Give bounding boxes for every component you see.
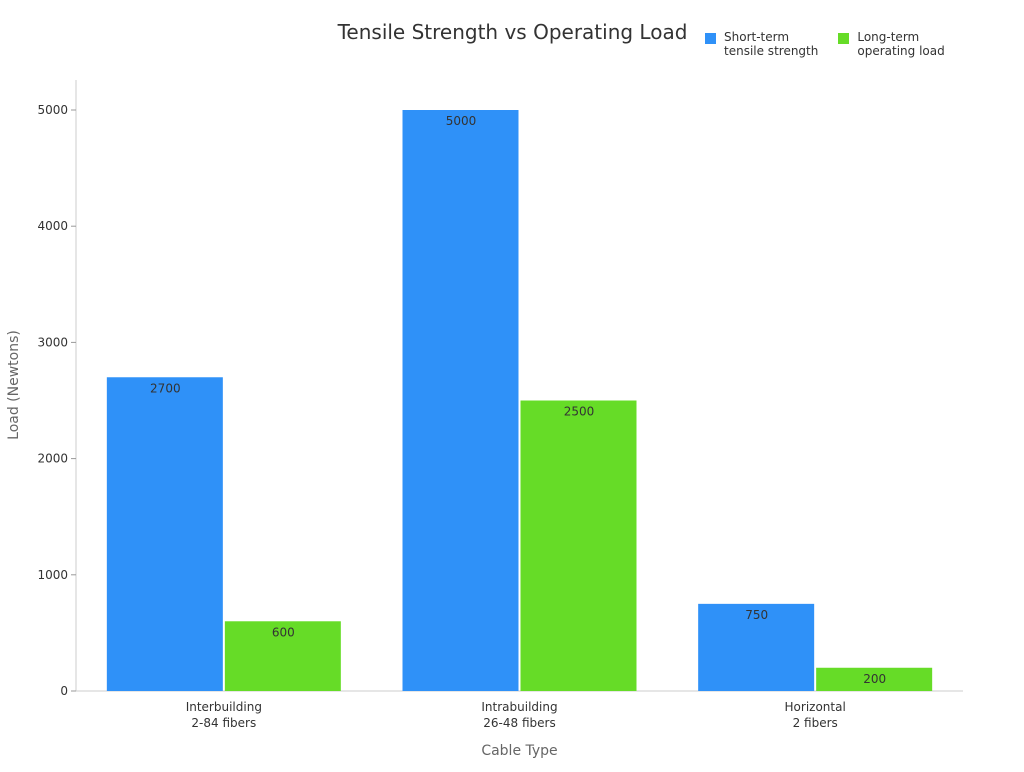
- x-tick-label: Horizontal: [785, 700, 846, 714]
- data-label: 750: [745, 608, 768, 622]
- chart-title: Tensile Strength vs Operating Load: [337, 20, 688, 44]
- legend-swatch-long-term: [838, 33, 850, 44]
- y-tick-label: 0: [60, 684, 68, 698]
- x-tick-label: 2-84 fibers: [191, 716, 256, 730]
- legend-label: Long-term operating load: [857, 30, 945, 58]
- data-label: 2700: [150, 381, 181, 395]
- data-label: 200: [863, 672, 886, 686]
- x-tick-label: Interbuilding: [186, 700, 262, 714]
- y-axis-title: Load (Newtons): [6, 330, 22, 440]
- y-tick-label: 5000: [37, 103, 68, 117]
- legend-item-short-term[interactable]: Short-term tensile strength: [705, 30, 818, 58]
- legend-item-long-term[interactable]: Long-term operating load: [838, 30, 945, 58]
- x-tick-label: 2 fibers: [793, 716, 838, 730]
- x-axis-title: Cable Type: [481, 743, 557, 759]
- bar-short-term: [698, 603, 815, 691]
- bar-long-term: [816, 667, 933, 691]
- legend: Short-term tensile strength Long-term op…: [705, 30, 945, 58]
- y-tick-label: 3000: [37, 335, 68, 349]
- legend-swatch-short-term: [705, 33, 716, 44]
- x-tick-label: 26-48 fibers: [483, 716, 555, 730]
- bar-long-term: [224, 621, 341, 691]
- y-tick-label: 4000: [37, 219, 68, 233]
- bar-short-term: [106, 377, 223, 691]
- bar-long-term: [520, 400, 637, 691]
- data-label: 600: [272, 625, 295, 639]
- y-tick-label: 1000: [37, 568, 68, 582]
- x-tick-label: Intrabuilding: [481, 700, 557, 714]
- data-label: 2500: [564, 405, 595, 419]
- legend-label: Short-term tensile strength: [724, 30, 819, 58]
- bar-short-term: [402, 110, 519, 691]
- data-label: 5000: [446, 114, 477, 128]
- y-tick-label: 2000: [37, 452, 68, 466]
